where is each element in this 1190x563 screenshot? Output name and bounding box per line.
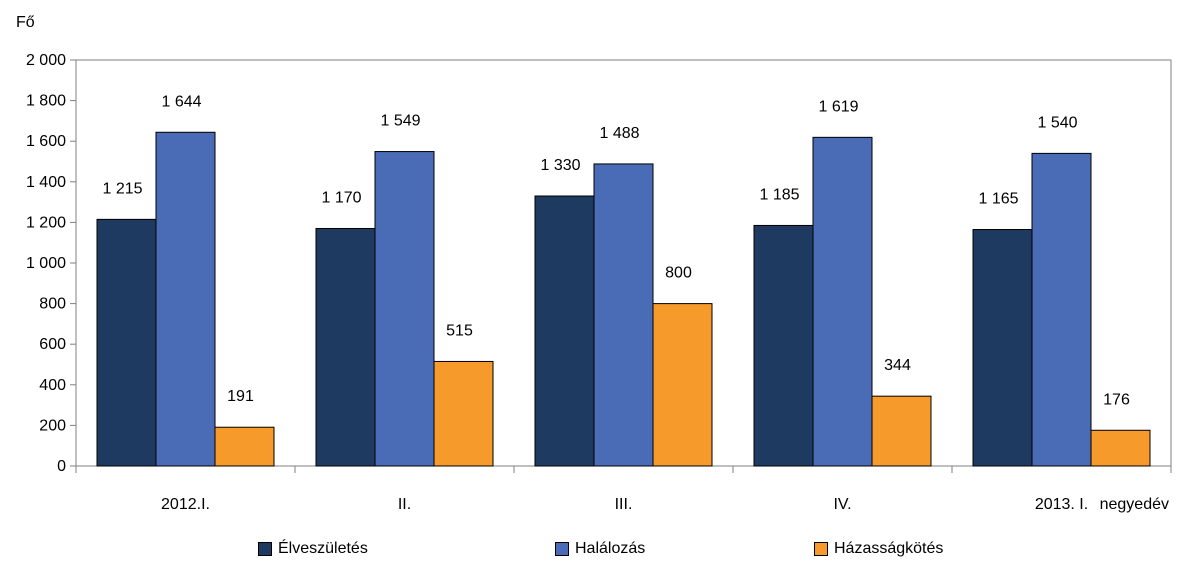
legend-swatch-halalozas [555,542,569,556]
y-tick-label: 600 [39,336,66,353]
y-tick-label: 2 000 [26,52,66,69]
y-tick-label: 0 [57,458,66,475]
data-label: 1 330 [540,157,580,174]
bar [1031,152,1092,467]
bar [593,163,654,467]
y-tick-label: 1 000 [26,255,66,272]
legend-label-hazassagkotes: Házasságkötés [834,540,944,557]
y-tick-label: 800 [39,296,66,313]
legend-item-elveszuletes: Élveszületés [258,540,368,558]
data-label: 1 549 [380,113,420,130]
legend-item-hazassagkotes: Házasságkötés [814,540,943,558]
data-label: 1 215 [102,180,142,197]
data-label: 1 644 [161,93,201,110]
data-label: 1 170 [321,189,361,206]
x-tick-label: II. [398,496,411,513]
bar [753,224,814,467]
legend-swatch-elveszuletes [258,542,272,556]
y-tick-label: 1 600 [26,133,66,150]
data-label: 191 [227,388,254,405]
y-tick-label: 1 400 [26,174,66,191]
x-tick-label: III. [615,496,633,513]
legend-label-halalozas: Halálozás [575,540,646,557]
data-label: 1 185 [759,186,799,203]
chart-legend: Élveszületés Halálozás Házasságkötés [0,540,1190,562]
bar [214,426,275,467]
data-label: 1 165 [978,191,1018,208]
y-tick-label: 400 [39,377,66,394]
data-label: 344 [884,357,911,374]
bar [433,360,494,467]
bar [871,395,932,467]
legend-item-halalozas: Halálozás [555,540,645,558]
y-axis-title: Fő [16,14,35,31]
data-label: 515 [446,322,473,339]
legend-label-elveszuletes: Élveszületés [278,540,368,557]
x-tick-label: 2012.I. [161,496,210,513]
bar [652,303,713,467]
bar [972,229,1033,467]
data-label: 1 488 [599,125,639,142]
data-label: 800 [665,265,692,282]
x-tick-label: 2013. I. [1035,496,1088,513]
x-tick-label: IV. [833,496,851,513]
bar [315,227,376,467]
data-label: 1 540 [1037,114,1077,131]
bar [374,151,435,467]
data-label: 176 [1103,391,1130,408]
y-tick-label: 1 800 [26,93,66,110]
y-tick-label: 200 [39,417,66,434]
bar [1090,429,1151,467]
y-tick-label: 1 200 [26,214,66,231]
bar [96,218,157,467]
bar [534,195,595,467]
bar [155,131,216,467]
data-label: 1 619 [818,98,858,115]
bar-chart: Fő 0 200 400 600 800 1 000 1 200 1 400 1 600 1 800… [16,14,1172,513]
bar [812,136,873,467]
x-axis-unit-label: negyedév [1100,496,1169,513]
legend-swatch-hazassagkotes [814,542,828,556]
